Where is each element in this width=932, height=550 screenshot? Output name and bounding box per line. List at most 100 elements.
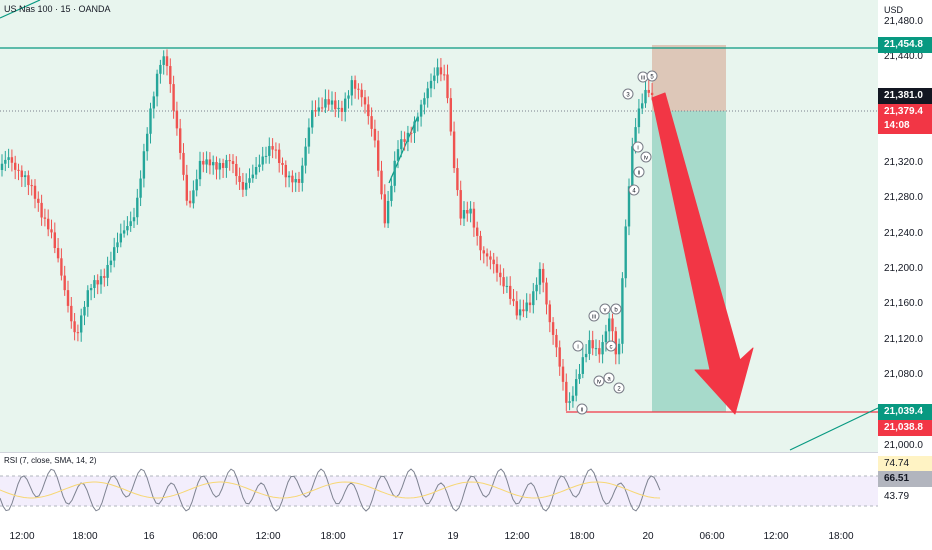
time-tick: 12:00	[504, 531, 530, 542]
rsi-tag-value: 66.51	[878, 471, 932, 487]
candle-body	[337, 107, 340, 110]
down-arrow[interactable]	[651, 92, 754, 415]
candle-body	[43, 217, 47, 219]
wave-label-text: iv	[644, 156, 648, 162]
trendline-bottom[interactable]	[789, 407, 879, 451]
price-tick: 21,080.0	[884, 369, 923, 380]
candle-body	[278, 149, 281, 163]
candle-body	[152, 96, 155, 109]
candle-body	[357, 88, 360, 90]
candle-body	[86, 290, 89, 307]
wave-label-circle[interactable]	[605, 340, 617, 352]
symbol-label: US Nas 100 · 15 · OANDA	[4, 4, 111, 14]
candle-body	[314, 110, 317, 112]
candle-body	[139, 178, 142, 198]
candle-body	[449, 98, 452, 132]
candle-body	[485, 253, 489, 257]
candle-body	[126, 226, 129, 231]
wave-label-text: 4	[632, 189, 636, 195]
candle-body	[106, 264, 109, 278]
candle-body	[604, 331, 608, 343]
wave-label-circle[interactable]	[646, 70, 658, 82]
candle-body	[452, 131, 456, 169]
candle-body	[129, 221, 132, 227]
candle-body	[208, 159, 212, 166]
candle-body	[188, 200, 192, 204]
candle-body	[551, 322, 555, 335]
wave-label-circle[interactable]	[628, 184, 640, 196]
pane-divider	[0, 452, 878, 453]
wave-label-circle[interactable]	[603, 372, 615, 384]
wave-label-circle[interactable]	[572, 340, 584, 352]
wave-label-circle[interactable]	[599, 303, 611, 315]
candle-body	[221, 163, 225, 168]
price-tick: 21,160.0	[884, 298, 923, 309]
wave-label-text: 3	[626, 93, 630, 99]
candle-body	[571, 395, 575, 402]
candle-body	[301, 165, 304, 183]
candle-body	[76, 332, 80, 334]
price-tag-last: 21,379.4	[878, 104, 932, 120]
candle-body	[588, 340, 591, 354]
candle-body	[103, 276, 106, 278]
candle-body	[83, 306, 86, 316]
candle-body	[80, 315, 83, 333]
candle-body	[608, 318, 611, 332]
candle-body	[20, 170, 23, 178]
candle-body	[383, 194, 386, 224]
candle-body	[261, 156, 264, 165]
candle-body	[60, 258, 63, 276]
candle-body	[225, 160, 228, 168]
wave-label-circle[interactable]	[640, 151, 652, 163]
candle-body	[492, 259, 495, 265]
wave-label-circle[interactable]	[613, 382, 625, 394]
candle-body	[594, 348, 598, 350]
candle-body	[575, 379, 578, 396]
trendline-top[interactable]	[0, 0, 41, 19]
candle-body	[436, 67, 439, 76]
candle-body	[413, 121, 416, 134]
price-tick: 21,000.0	[884, 440, 923, 451]
candle-body	[578, 373, 581, 380]
candle-body	[281, 162, 284, 165]
wave-label-circle[interactable]	[622, 88, 634, 100]
candle-body	[601, 342, 604, 355]
wave-label-circle[interactable]	[593, 375, 605, 387]
price-tick: 21,120.0	[884, 334, 923, 345]
candle-body	[109, 260, 113, 265]
candle-body	[231, 161, 235, 164]
candle-body	[591, 340, 594, 349]
candle-body	[40, 202, 43, 218]
wave-label-circle[interactable]	[576, 403, 588, 415]
candle-body	[644, 89, 647, 104]
time-tick: 19	[447, 531, 459, 542]
wave-label-circle[interactable]	[588, 310, 600, 322]
time-tick: 17	[392, 531, 404, 542]
wave-label-circle[interactable]	[633, 166, 645, 178]
candle-body	[416, 116, 419, 122]
candle-body	[631, 146, 634, 187]
wave-label-circle[interactable]	[610, 303, 622, 315]
candle-body	[400, 139, 403, 150]
candle-body	[258, 164, 261, 168]
wave-label-text: 5	[650, 75, 654, 81]
candle-body	[650, 92, 654, 96]
candle-body	[466, 209, 469, 214]
candle-body	[10, 157, 14, 163]
candle-body	[561, 366, 565, 382]
candle-body	[617, 343, 621, 355]
candle-body	[182, 152, 185, 175]
candle-body	[116, 242, 119, 248]
candle-body	[251, 174, 254, 179]
time-tick: 12:00	[255, 531, 281, 542]
candle-body	[264, 155, 268, 157]
wave-label-circle[interactable]	[632, 141, 644, 153]
candle-body	[136, 197, 139, 218]
candle-body	[621, 278, 624, 344]
wave-label-text: iii	[592, 315, 596, 321]
candle-body	[297, 178, 301, 183]
candle-body	[238, 176, 241, 183]
